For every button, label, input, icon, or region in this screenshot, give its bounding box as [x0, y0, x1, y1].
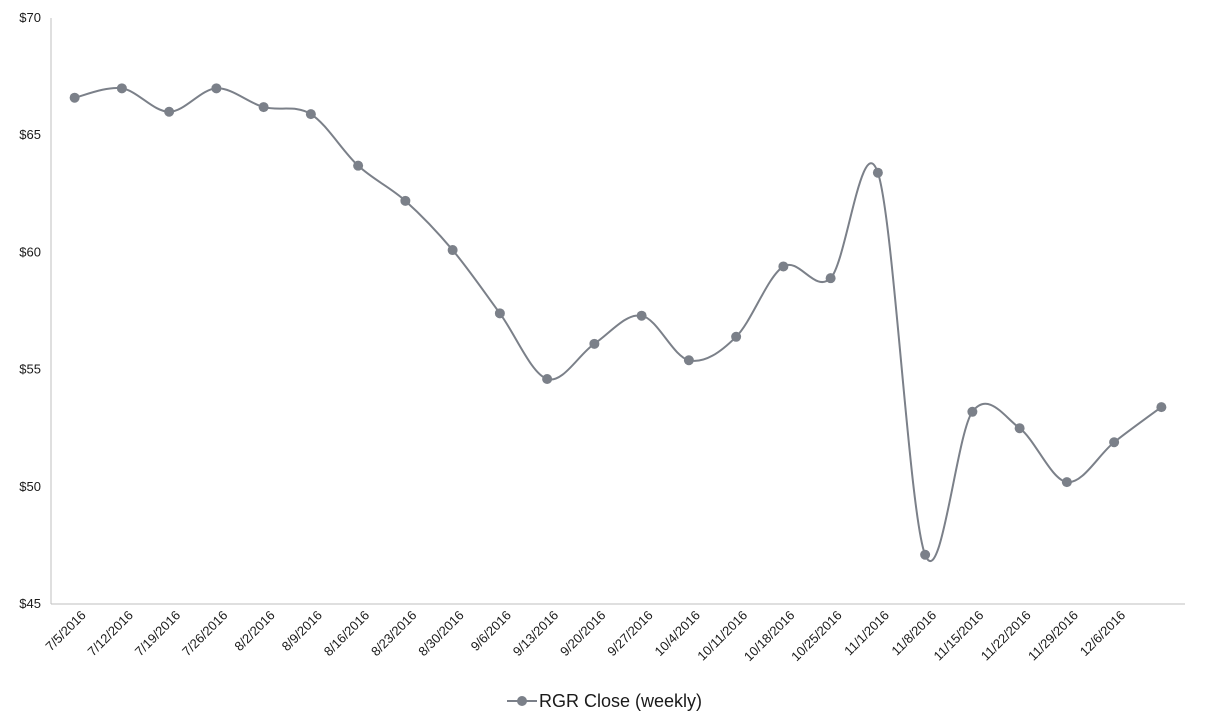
data-point — [447, 245, 458, 256]
data-point — [589, 338, 600, 349]
x-tick-label: 8/9/2016 — [279, 608, 325, 654]
x-tick-label: 9/13/2016 — [510, 608, 562, 660]
x-tick-label: 11/22/2016 — [978, 608, 1034, 664]
data-point — [542, 373, 553, 384]
x-tick-label: 9/6/2016 — [468, 608, 514, 654]
x-tick-label: 7/12/2016 — [84, 608, 136, 660]
x-tick-label: 11/1/2016 — [841, 608, 892, 659]
data-point — [116, 83, 127, 94]
data-point — [494, 308, 505, 319]
data-point — [1061, 477, 1072, 488]
data-point — [683, 355, 694, 366]
data-point — [164, 106, 175, 117]
y-tick-label: $50 — [19, 479, 41, 494]
data-point — [825, 273, 836, 284]
x-tick-label: 8/30/2016 — [415, 608, 467, 660]
x-tick-label: 8/2/2016 — [231, 608, 277, 654]
y-tick-label: $65 — [19, 127, 41, 142]
y-tick-label: $70 — [19, 10, 41, 25]
data-point — [778, 261, 789, 272]
series-line — [74, 86, 1162, 562]
series-points — [69, 83, 1167, 560]
legend-marker-icon — [506, 694, 537, 708]
x-tick-label: 9/20/2016 — [557, 608, 609, 660]
x-tick-label: 8/23/2016 — [368, 608, 420, 660]
x-tick-label: 7/5/2016 — [42, 608, 88, 654]
y-axis-tick-labels: $45 $50 $55 $60 $65 $70 — [19, 10, 41, 611]
x-tick-label: 8/16/2016 — [321, 608, 373, 660]
y-tick-label: $55 — [19, 362, 41, 377]
data-point — [400, 195, 411, 206]
x-tick-label: 7/26/2016 — [179, 608, 231, 660]
x-tick-label: 11/15/2016 — [931, 608, 987, 664]
data-point — [920, 549, 931, 560]
data-point — [353, 160, 364, 171]
data-point — [731, 331, 742, 342]
x-tick-label: 10/25/2016 — [788, 608, 845, 665]
legend-label: RGR Close (weekly) — [538, 690, 703, 711]
data-point — [258, 102, 269, 113]
legend: RGR Close (weekly) — [0, 688, 1209, 714]
x-tick-label: 12/6/2016 — [1077, 608, 1129, 660]
data-point — [1109, 437, 1120, 448]
data-point — [1014, 423, 1025, 434]
chart-axes — [50, 18, 1185, 605]
data-point — [636, 310, 647, 321]
x-tick-label: 9/27/2016 — [604, 608, 656, 660]
data-point — [305, 109, 316, 120]
data-point — [211, 83, 222, 94]
y-tick-label: $60 — [19, 244, 41, 259]
y-tick-label: $45 — [19, 596, 41, 611]
data-point — [1156, 402, 1167, 413]
data-point — [69, 92, 80, 103]
x-tick-label: 11/29/2016 — [1025, 608, 1081, 664]
x-tick-label: 7/19/2016 — [132, 608, 184, 660]
data-point — [872, 167, 883, 178]
data-point — [967, 406, 978, 417]
